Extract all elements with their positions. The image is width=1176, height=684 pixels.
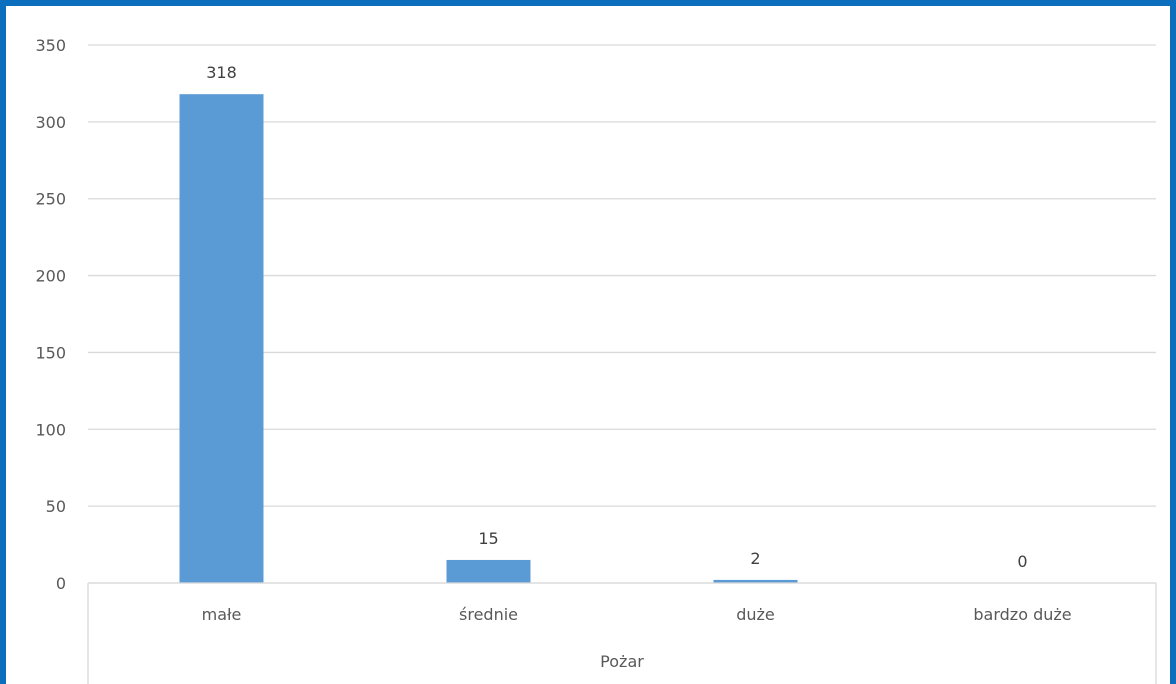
data-label: 318	[206, 63, 237, 82]
bar	[713, 579, 798, 583]
bar	[179, 94, 264, 583]
category-label: duże	[736, 605, 775, 624]
bars	[179, 94, 798, 583]
data-label: 0	[1017, 552, 1027, 571]
y-tick-label: 50	[46, 497, 66, 516]
y-axis-ticks: 0 50 100 150 200 250 300 350	[35, 36, 66, 593]
bar	[446, 559, 531, 583]
y-tick-label: 250	[35, 190, 66, 209]
y-tick-label: 100	[35, 420, 66, 439]
category-label: małe	[202, 605, 242, 624]
data-labels: 318 15 2 0	[206, 63, 1027, 571]
y-tick-label: 200	[35, 267, 66, 286]
frame-border-left	[0, 0, 6, 684]
data-label: 2	[750, 549, 760, 568]
y-tick-label: 300	[35, 113, 66, 132]
category-label: średnie	[459, 605, 518, 624]
data-label: 15	[478, 529, 498, 548]
y-tick-label: 350	[35, 36, 66, 55]
category-axis: małe średnie duże bardzo duże	[87, 582, 1157, 684]
y-tick-label: 0	[56, 574, 66, 593]
y-tick-label: 150	[35, 343, 66, 362]
category-label: bardzo duże	[973, 605, 1071, 624]
frame-border-right	[1170, 0, 1176, 684]
frame-border-top	[0, 0, 1176, 6]
x-axis-title: Pożar	[600, 652, 644, 671]
